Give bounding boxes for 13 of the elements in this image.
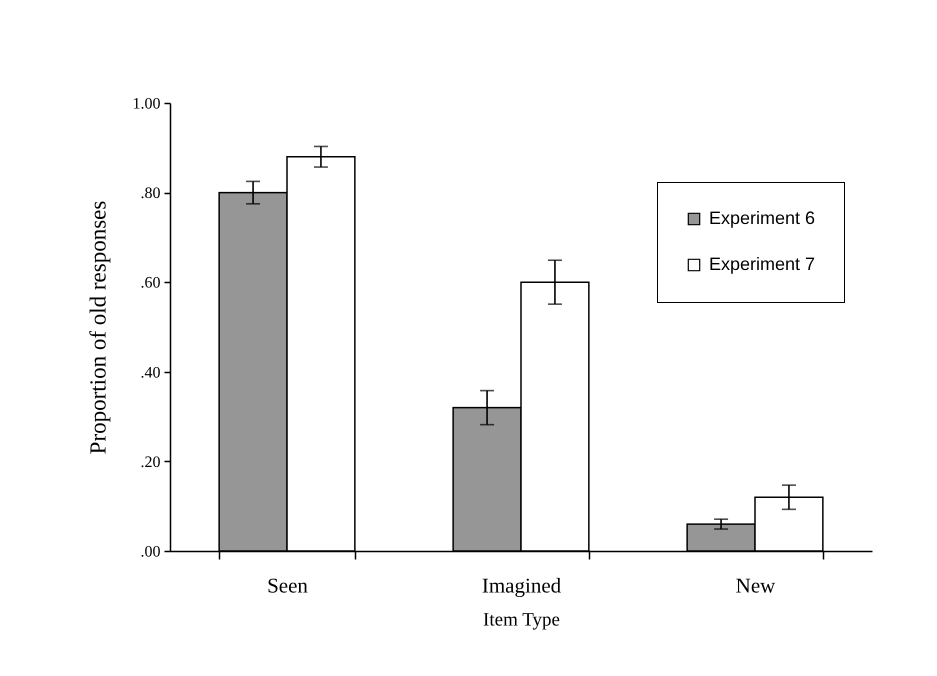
y-tick-label: .80 — [140, 185, 160, 202]
x-tick-label: Seen — [267, 574, 308, 598]
legend-label: Experiment 7 — [709, 254, 816, 274]
y-tick-label: 1.00 — [132, 96, 160, 112]
y-tick-label: .00 — [140, 544, 160, 560]
x-tick-label: New — [736, 574, 776, 598]
x-tick-label: Imagined — [482, 574, 562, 598]
legend-label: Experiment 6 — [709, 208, 816, 228]
y-axis-title: Proportion of old responses — [86, 200, 110, 454]
y-tick-label: .40 — [140, 364, 160, 382]
y-tick-label: .20 — [140, 454, 160, 471]
y-tick-label: .60 — [140, 274, 160, 292]
x-axis-title: Item Type — [483, 610, 560, 630]
